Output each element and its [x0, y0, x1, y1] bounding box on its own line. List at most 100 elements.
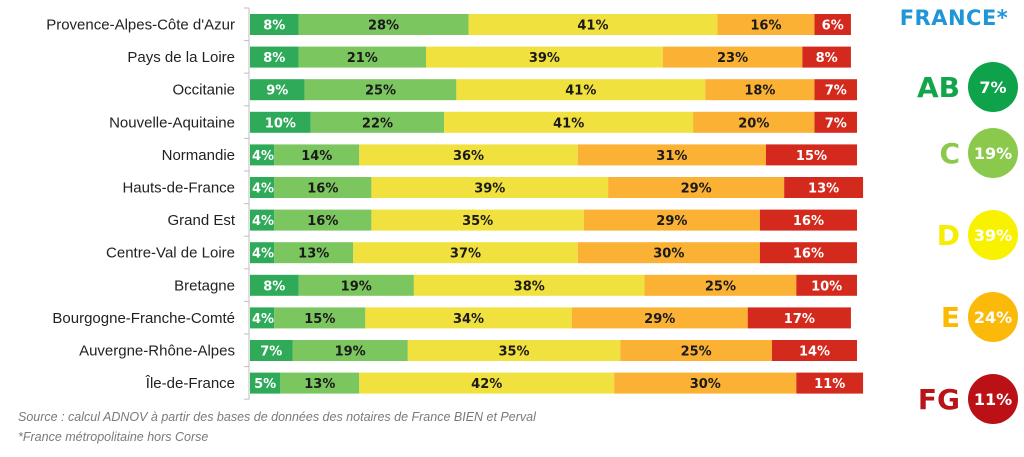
data-label: 25% [365, 84, 396, 99]
bar-segment-c [274, 177, 372, 198]
bars: 8% 28% 41% 16% 6%8% 21% 39% 23% 8%9% 25% 41% 18% 7%1… [250, 14, 864, 394]
bar-segment-ab [250, 14, 299, 35]
bar-segment-d [371, 209, 584, 231]
category-label: Île-de-France [145, 375, 235, 392]
data-label: 7% [825, 84, 847, 99]
bar-segment-fg [814, 79, 857, 101]
legend-item-c: C 19% [880, 128, 1024, 180]
bar-segment-d [407, 340, 621, 361]
bar-segment-d [413, 274, 645, 296]
bar-segment-d [353, 242, 578, 264]
bar-segment-ab [250, 46, 299, 68]
legend-value-circle: 11% [968, 374, 1018, 424]
data-label: 15% [796, 149, 827, 164]
bar-row: 4% 13% 37% 30% 16% [250, 242, 857, 264]
bar-segment-ab [250, 274, 299, 296]
legend-item-d: D 39% [880, 210, 1024, 262]
bar-segment-d [468, 14, 718, 35]
bar-row: 4% 16% 39% 29% 13% [250, 177, 864, 198]
data-label: 4% [252, 312, 274, 327]
data-label: 42% [471, 377, 502, 392]
bar-segment-ab [250, 340, 293, 361]
bar-segment-c [274, 242, 354, 264]
bar-segment-c [274, 144, 360, 166]
bar-segment-d [359, 144, 578, 166]
france-legend: FRANCE* AB 7% C 19% D 39% E 24% FG 11% [880, 0, 1024, 424]
category-label: Nouvelle-Aquitaine [109, 114, 235, 131]
legend-value-circle: 7% [968, 62, 1018, 112]
data-label: 19% [335, 345, 366, 360]
bar-segment-ab [250, 177, 275, 198]
data-label: 22% [362, 116, 393, 131]
bar-row: 4% 15% 34% 29% 17% [250, 307, 851, 329]
data-label: 15% [304, 312, 335, 327]
bar-segment-e [614, 372, 797, 394]
bar-segment-fg [814, 14, 851, 35]
bar-segment-c [310, 111, 445, 133]
data-label: 39% [474, 182, 505, 197]
legend-item-e: E 24% [880, 292, 1024, 344]
data-label: 8% [263, 19, 285, 34]
bar-segment-fg [796, 274, 857, 296]
bar-segment-ab [250, 209, 275, 231]
data-label: 29% [656, 214, 687, 229]
data-label: 19% [341, 279, 372, 294]
legend-value-circle: 39% [968, 210, 1018, 260]
category-label: Pays de la Loire [127, 49, 235, 66]
bar-segment-d [456, 79, 706, 101]
bar-row: 4% 16% 35% 29% 16% [250, 209, 857, 231]
bar-segment-d [371, 177, 609, 198]
bar-segment-fg [765, 144, 857, 166]
bar-segment-fg [784, 177, 864, 198]
bar-segment-d [359, 372, 615, 394]
bar-row: 7% 19% 35% 25% 14% [250, 340, 857, 361]
bar-segment-ab [250, 242, 275, 264]
data-label: 8% [263, 51, 285, 66]
data-label: 38% [514, 279, 545, 294]
bar-segment-c [298, 46, 427, 68]
data-label: 29% [644, 312, 675, 327]
bar-row: 5% 13% 42% 30% 11% [250, 372, 864, 394]
bar-row: 9% 25% 41% 18% 7% [250, 79, 857, 101]
data-label: 30% [653, 247, 684, 262]
data-label: 25% [681, 345, 712, 360]
bar-segment-ab [250, 79, 305, 101]
bar-segment-e [662, 46, 803, 68]
data-label: 8% [816, 51, 838, 66]
data-label: 16% [793, 214, 824, 229]
bar-segment-fg [814, 111, 857, 133]
bar-segment-c [292, 340, 408, 361]
legend-class-letter: E [940, 301, 960, 334]
data-label: 36% [453, 149, 484, 164]
bar-segment-e [583, 209, 760, 231]
stacked-bar-chart: 8% 28% 41% 16% 6%8% 21% 39% 23% 8%9% 25% 41% 18% 7%1… [46, 7, 864, 400]
data-label: 20% [738, 116, 769, 131]
source-note: Source : calcul ADNOV à partir des bases… [18, 410, 536, 424]
data-label: 41% [553, 116, 584, 131]
data-label: 41% [577, 19, 608, 34]
legend-item-fg: FG 11% [880, 374, 1024, 426]
data-label: 16% [307, 182, 338, 197]
bar-row: 8% 19% 38% 25% 10% [250, 274, 857, 296]
bar-segment-c [298, 14, 469, 35]
category-label: Normandie [162, 147, 235, 164]
bar-segment-e [577, 144, 766, 166]
bar-segment-c [304, 79, 457, 101]
data-label: 10% [265, 116, 296, 131]
bar-segment-e [620, 340, 773, 361]
data-label: 13% [808, 182, 839, 197]
bar-segment-e [693, 111, 815, 133]
category-labels: Provence-Alpes-Côte d'Azur Pays de la Loi… [46, 17, 236, 393]
data-label: 35% [462, 214, 493, 229]
bar-segment-fg [759, 242, 857, 264]
data-label: 16% [307, 214, 338, 229]
bar-segment-e [705, 79, 815, 101]
data-label: 14% [301, 149, 332, 164]
data-label: 7% [260, 345, 282, 360]
bar-segment-c [274, 307, 366, 329]
data-label: 21% [347, 51, 378, 66]
data-label: 18% [744, 84, 775, 99]
data-label: 5% [254, 377, 276, 392]
data-label: 9% [266, 84, 288, 99]
data-label: 6% [822, 19, 844, 34]
